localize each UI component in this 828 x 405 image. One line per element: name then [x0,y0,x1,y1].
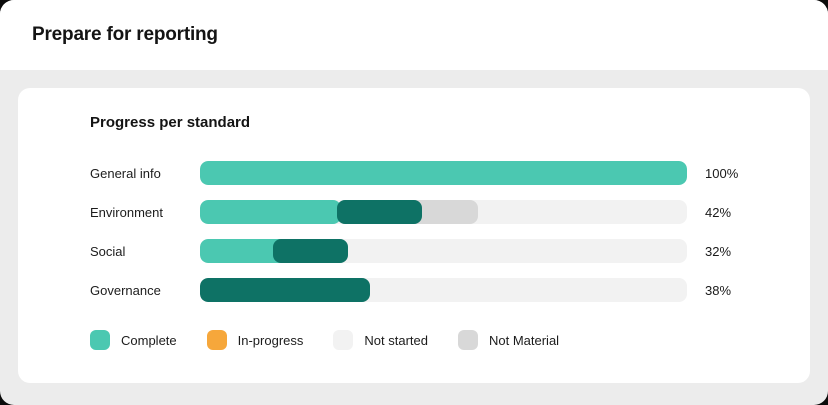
chart-row: General info 100% [90,161,755,185]
chart-row: Environment 42% [90,200,755,224]
chart-legend: Complete In-progress Not started Not Materi… [90,330,755,350]
row-label: Environment [90,204,163,220]
bar-segment-complete-dark [273,239,349,263]
legend-label: Not started [364,332,428,348]
percent-label: 38% [705,282,732,298]
bar-track [200,200,687,224]
row-label: General info [90,165,161,181]
legend-swatch [457,330,478,350]
percent-label: 32% [705,243,732,259]
bar-track [200,239,687,263]
legend-item-complete: Complete [90,330,177,350]
legend-label: Complete [121,332,177,348]
chart-row: Governance 38% [90,278,755,302]
legend-swatch [206,330,227,350]
legend-item-not-material: Not Material [457,330,560,350]
chart-row: Social 32% [90,239,755,263]
bar-segment-complete-dark [200,278,370,302]
legend-label: Not Material [488,332,560,348]
legend-item-not-started: Not started [333,330,428,350]
bar-segment-complete [200,200,342,224]
card-title: Progress per standard [90,114,251,131]
percent-label: 42% [705,204,732,220]
bar-track [200,161,687,185]
legend-swatch [90,330,110,350]
row-label: Social [90,243,126,259]
legend-item-in-progress: In-progress [206,330,304,350]
page-title: Prepare for reporting [32,24,218,45]
page-header: Prepare for reporting [0,0,828,70]
progress-card: Progress per standard General info 100% En… [18,88,810,383]
bar-segment-complete [200,161,687,185]
chart-rows: General info 100% Environment 42% Social 32% G… [90,161,755,302]
row-label: Governance [90,282,161,298]
bar-segment-complete-dark [336,200,423,224]
legend-label: In-progress [237,332,304,348]
bar-track [200,278,687,302]
percent-label: 100% [705,165,739,181]
legend-swatch [333,330,354,350]
